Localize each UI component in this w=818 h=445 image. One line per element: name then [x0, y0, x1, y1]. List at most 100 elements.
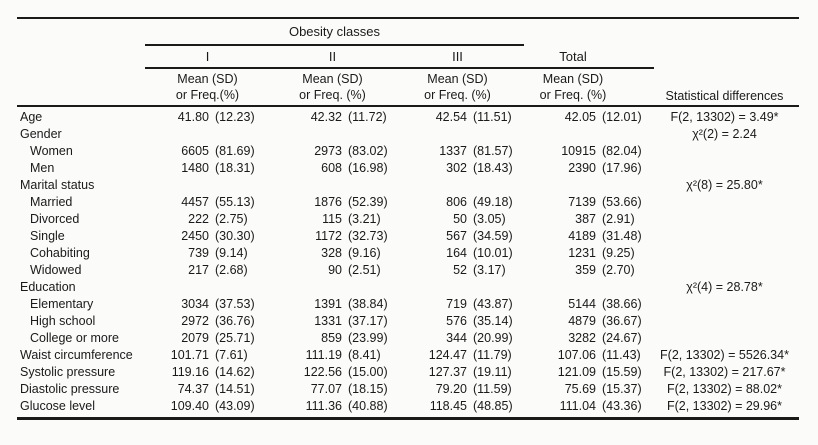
top-rule: [17, 17, 799, 19]
cell-sd-or-percent: (23.99): [348, 331, 388, 345]
data-cell: 111.04 (43.36): [520, 398, 650, 415]
bottom-rule: [17, 417, 799, 420]
table-row: Glucose level 109.40 (43.09) 111.36 (40.88) 1…: [17, 398, 799, 415]
table-row: Gender χ²(2) = 2.24: [17, 126, 799, 143]
cell-sd-or-percent: (12.23): [215, 110, 255, 124]
subheader-total: Mean (SD) or Freq. (%): [520, 69, 650, 105]
row-label: Age: [20, 110, 43, 124]
data-cell: [270, 279, 395, 296]
subheader-row: Mean (SD) or Freq.(%) Mean (SD) or Freq.…: [17, 69, 799, 105]
cell-value: [395, 279, 467, 296]
cell-value: [520, 126, 596, 143]
cell-sd-or-percent: (7.61): [215, 348, 248, 362]
table-row: Men 1480 (18.31) 608 (16.98) 302 (18.43) 2390 (1…: [17, 160, 799, 177]
stat-difference-cell: F(2, 13302) = 29.96*: [666, 399, 782, 413]
cell-value: 90: [328, 263, 342, 277]
data-cell: [395, 279, 520, 296]
subheader-class-1: Mean (SD) or Freq.(%): [145, 69, 270, 105]
data-cell: 124.47 (11.79): [395, 347, 520, 364]
cell-value: 111.04: [559, 399, 596, 413]
cell-sd-or-percent: (40.88): [348, 399, 388, 413]
data-cell: 127.37 (19.11): [395, 364, 520, 381]
stat-difference-cell: [650, 330, 799, 347]
stat-difference-cell: F(2, 13302) = 5526.34*: [660, 348, 789, 362]
obesity-classes-header: Obesity classes: [288, 24, 381, 39]
data-cell: 2450 (30.30): [145, 228, 270, 245]
cell-sd-or-percent: (18.31): [215, 161, 255, 175]
data-cell: [395, 177, 520, 194]
cell-value: 2972: [181, 314, 209, 328]
data-cell: 1231 (9.25): [520, 245, 650, 262]
column-header-rule: [145, 67, 654, 69]
cell-value: 2973: [314, 144, 342, 158]
data-cell: 115 (3.21): [270, 211, 395, 228]
cell-sd-or-percent: (9.14): [215, 246, 248, 260]
stat-difference-cell: [650, 245, 799, 262]
table-row: Divorced 222 (2.75) 115 (3.21) 50 (3.05) 387 (2.…: [17, 211, 799, 228]
data-cell: 111.19 (8.41): [270, 347, 395, 364]
cell-sd-or-percent: (49.18): [473, 195, 513, 209]
cell-value: 5144: [568, 297, 596, 311]
cell-value: 217: [188, 263, 209, 277]
data-cell: 859 (23.99): [270, 330, 395, 347]
data-cell: 107.06 (11.43): [520, 347, 650, 364]
data-cell: 222 (2.75): [145, 211, 270, 228]
column-header-total: Total: [559, 49, 587, 64]
cell-value: 3034: [181, 297, 209, 311]
data-cell: 719 (43.87): [395, 296, 520, 313]
cell-value: 75.69: [564, 382, 596, 396]
cell-sd-or-percent: (38.66): [602, 297, 642, 311]
row-label: Waist circumference: [20, 348, 133, 362]
cell-sd-or-percent: (81.57): [473, 144, 513, 158]
cell-sd-or-percent: (38.84): [348, 297, 388, 311]
cell-value: 74.37: [177, 382, 209, 396]
data-cell: 7139 (53.66): [520, 194, 650, 211]
cell-sd-or-percent: (53.66): [602, 195, 642, 209]
row-label: Single: [30, 229, 65, 243]
cell-sd-or-percent: (30.30): [215, 229, 255, 243]
stat-difference-cell: [650, 211, 799, 228]
stat-difference-cell: [650, 143, 799, 160]
cell-sd-or-percent: (18.15): [348, 382, 388, 396]
cell-value: 719: [446, 297, 467, 311]
cell-sd-or-percent: (36.76): [215, 314, 255, 328]
cell-sd-or-percent: (43.36): [602, 399, 642, 413]
data-cell: 217 (2.68): [145, 262, 270, 279]
cell-value: [145, 177, 209, 194]
cell-value: 739: [188, 246, 209, 260]
column-header-class-3: III: [452, 49, 463, 64]
data-cell: 50 (3.05): [395, 211, 520, 228]
subheader-line1: Mean (SD): [302, 72, 363, 86]
cell-value: 42.32: [310, 110, 342, 124]
table-row: Women 6605 (81.69) 2973 (83.02) 1337 (81.57) 10…: [17, 143, 799, 160]
data-cell: 122.56 (15.00): [270, 364, 395, 381]
table-row: Single 2450 (30.30) 1172 (32.73) 567 (34.59) 41…: [17, 228, 799, 245]
data-cell: 74.37 (14.51): [145, 381, 270, 398]
cell-sd-or-percent: (34.59): [473, 229, 513, 243]
subheader-class-3: Mean (SD) or Freq. (%): [395, 69, 520, 105]
cell-value: [270, 177, 342, 194]
cell-value: 859: [321, 331, 342, 345]
data-cell: 4189 (31.48): [520, 228, 650, 245]
cell-sd-or-percent: (2.51): [348, 263, 381, 277]
cell-sd-or-percent: (19.11): [473, 365, 512, 379]
data-cell: 90 (2.51): [270, 262, 395, 279]
data-cell: 1331 (37.17): [270, 313, 395, 330]
cell-value: 111.19: [305, 348, 342, 362]
stat-difference-cell: [650, 262, 799, 279]
subheader-class-2: Mean (SD) or Freq. (%): [270, 69, 395, 105]
data-cell: 2079 (25.71): [145, 330, 270, 347]
data-cell: [270, 126, 395, 143]
cell-sd-or-percent: (37.17): [348, 314, 388, 328]
cell-sd-or-percent: (9.16): [348, 246, 381, 260]
cell-value: 109.40: [170, 399, 209, 413]
cell-sd-or-percent: (3.17): [473, 263, 506, 277]
row-label: Systolic pressure: [20, 365, 116, 379]
cell-value: 302: [446, 161, 467, 175]
cell-value: 6605: [181, 144, 209, 158]
row-label: College or more: [30, 331, 119, 345]
cell-sd-or-percent: (24.67): [602, 331, 642, 345]
cell-value: 115: [322, 212, 342, 226]
data-cell: 359 (2.70): [520, 262, 650, 279]
column-header-class-1: I: [205, 49, 210, 64]
